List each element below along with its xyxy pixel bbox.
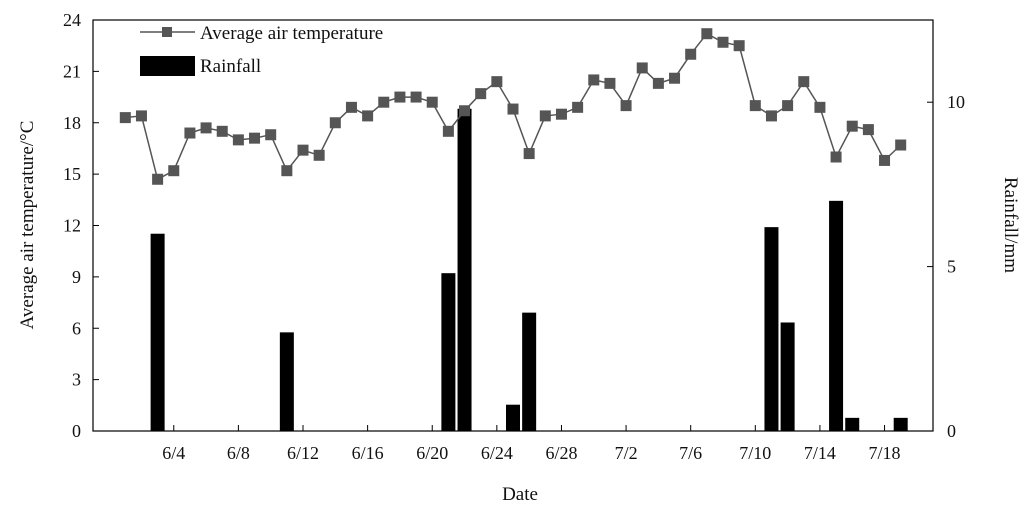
temperature-point: [507, 103, 519, 115]
legend: Average air temperature Rainfall: [140, 23, 383, 77]
temperature-point: [717, 36, 729, 48]
y-left-tick-label: 9: [72, 267, 81, 287]
temperature-point: [313, 149, 325, 161]
temperature-point: [135, 110, 147, 122]
temperature-point: [394, 91, 406, 103]
x-tick-label: 7/2: [615, 443, 638, 463]
x-tick-label: 6/8: [227, 443, 250, 463]
rainfall-bar: [764, 227, 779, 431]
x-tick-label: 6/4: [162, 443, 185, 463]
y-right-tick-label: 0: [947, 421, 956, 441]
temperature-point: [119, 112, 131, 124]
y-left-tick-label: 3: [72, 370, 81, 390]
y-left-tick-label: 21: [63, 61, 81, 81]
x-tick-label: 6/16: [352, 443, 384, 463]
y-right-axis-title: Rainfall/mm: [1000, 177, 1021, 273]
y-left-tick-label: 6: [72, 318, 81, 338]
y-left-tick-label: 0: [72, 421, 81, 441]
legend-label-temperature: Average air temperature: [200, 23, 383, 44]
temperature-point: [588, 74, 600, 86]
temperature-point: [410, 91, 422, 103]
temperature-point: [733, 40, 745, 52]
rainfall-bar: [829, 200, 844, 431]
temperature-point: [459, 105, 471, 117]
x-tick-label: 6/20: [416, 443, 448, 463]
y-right-tick-label: 5: [947, 257, 956, 277]
y-left-tick-label: 12: [63, 216, 81, 236]
temperature-point: [442, 125, 454, 137]
y-right-tick-label: 10: [947, 92, 965, 112]
temperature-point: [798, 76, 810, 88]
temperature-point: [572, 101, 584, 113]
temperature-point: [636, 62, 648, 74]
y-left-tick-label: 24: [63, 10, 81, 30]
temperature-point: [523, 148, 535, 160]
rainfall-bar: [845, 417, 860, 431]
x-tick-label: 7/14: [804, 443, 836, 463]
temperature-point: [216, 125, 228, 137]
temperature-point: [555, 108, 567, 120]
temperature-point: [782, 100, 794, 112]
temperature-point: [265, 129, 277, 141]
temperature-point: [232, 134, 244, 146]
rainfall-bar: [780, 322, 795, 431]
rainfall-bar: [441, 273, 456, 431]
temperature-point: [895, 139, 907, 151]
x-tick-label: 6/12: [287, 443, 319, 463]
x-axis-title: Date: [502, 484, 538, 505]
temperature-point: [814, 101, 826, 113]
temperature-point: [669, 72, 681, 84]
rainfall-bar: [150, 233, 165, 431]
temperature-point: [830, 151, 842, 163]
temperature-point: [491, 76, 503, 88]
temperature-point: [168, 165, 180, 177]
temperature-point: [604, 77, 616, 89]
temperature-point: [249, 132, 261, 144]
temperature-point: [184, 127, 196, 139]
temperature-point: [749, 100, 761, 112]
temperature-point: [426, 96, 438, 108]
rainfall-bar: [893, 417, 908, 431]
x-tick-label: 6/28: [545, 443, 577, 463]
temperature-point: [345, 101, 357, 113]
temperature-point: [475, 88, 487, 100]
legend-marker-swatch: [162, 27, 172, 37]
x-tick-label: 6/24: [481, 443, 513, 463]
temperature-point: [200, 122, 212, 134]
legend-bar-swatch: [140, 56, 195, 76]
temperature-point: [152, 173, 164, 185]
y-left-axis-title: Average air temperature/°C: [17, 121, 38, 330]
temperature-point: [297, 144, 309, 156]
temperature-point: [862, 124, 874, 136]
temperature-point: [846, 120, 858, 132]
temperature-point: [652, 77, 664, 89]
rainfall-bar: [522, 312, 537, 431]
temperature-point: [701, 28, 713, 40]
x-tick-label: 7/6: [679, 443, 702, 463]
x-tick-label: 7/18: [869, 443, 901, 463]
rainfall-bar: [457, 108, 472, 431]
temperature-point: [362, 110, 374, 122]
rainfall-bar: [506, 404, 520, 431]
y-left-tick-label: 15: [63, 164, 81, 184]
temperature-point: [765, 110, 777, 122]
temperature-point: [879, 154, 891, 166]
temperature-point: [620, 100, 632, 112]
temperature-point: [329, 117, 341, 129]
rainfall-bar: [279, 332, 294, 431]
y-left-tick-label: 18: [63, 113, 81, 133]
temperature-point: [378, 96, 390, 108]
x-tick-label: 7/10: [739, 443, 771, 463]
temperature-point: [281, 165, 293, 177]
legend-label-rainfall: Rainfall: [200, 56, 261, 77]
temperature-point: [685, 48, 697, 60]
temperature-point: [539, 110, 551, 122]
